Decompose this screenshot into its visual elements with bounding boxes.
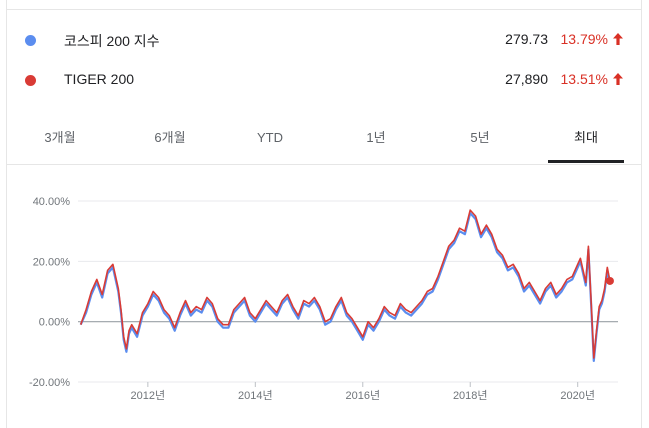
legend-change-pct: 13.79% <box>560 31 608 47</box>
x-tick-label: 2014년 <box>238 389 273 402</box>
series-line-kospi200 <box>79 211 611 362</box>
y-tick-label: 0.00% <box>39 317 70 329</box>
legend-row-kospi200[interactable]: 코스피 200 지수 279.73 13.79% <box>6 20 642 60</box>
y-tick-label: -20.00% <box>29 377 70 389</box>
tab-5-years[interactable]: 5년 <box>470 130 490 145</box>
y-tick-label: 20.00% <box>33 256 71 268</box>
tab-1-year[interactable]: 1년 <box>366 130 386 145</box>
widget-frame <box>6 0 642 428</box>
series-line-tiger200 <box>79 209 611 359</box>
current-value-marker <box>605 276 614 285</box>
y-tick-label: 40.00% <box>33 196 71 208</box>
price-comparison-chart[interactable]: 40.00% 20.00% 0.00% -20.00% 2012년 2014년 2016년… <box>6 164 642 414</box>
x-tick-label: 2012년 <box>131 389 166 402</box>
tab-3-months[interactable]: 3개월 <box>44 130 76 145</box>
tab-max[interactable]: 최대 <box>574 130 598 145</box>
legend-dot-tiger200 <box>25 75 36 86</box>
legend-value: 279.73 <box>505 31 548 47</box>
legend-dot-kospi200 <box>25 35 36 46</box>
legend-change-pct: 13.51% <box>560 71 608 87</box>
top-divider <box>6 9 642 10</box>
x-tick-label: 2018년 <box>453 389 488 402</box>
legend-name: TIGER 200 <box>64 71 135 87</box>
legend-value: 27,890 <box>505 71 548 87</box>
arrow-up-icon <box>613 73 623 85</box>
legend-name: 코스피 200 지수 <box>64 33 160 49</box>
tab-6-months[interactable]: 6개월 <box>154 130 186 145</box>
tab-ytd[interactable]: YTD <box>257 130 283 145</box>
arrow-up-icon <box>613 33 623 45</box>
x-tick-label: 2016년 <box>345 389 380 402</box>
legend-row-tiger200[interactable]: TIGER 200 27,890 13.51% <box>6 60 642 100</box>
active-tab-indicator <box>548 160 624 163</box>
range-tabs: 3개월 6개월 YTD 1년 5년 최대 <box>6 120 642 165</box>
x-tick-label: 2020년 <box>560 389 595 402</box>
